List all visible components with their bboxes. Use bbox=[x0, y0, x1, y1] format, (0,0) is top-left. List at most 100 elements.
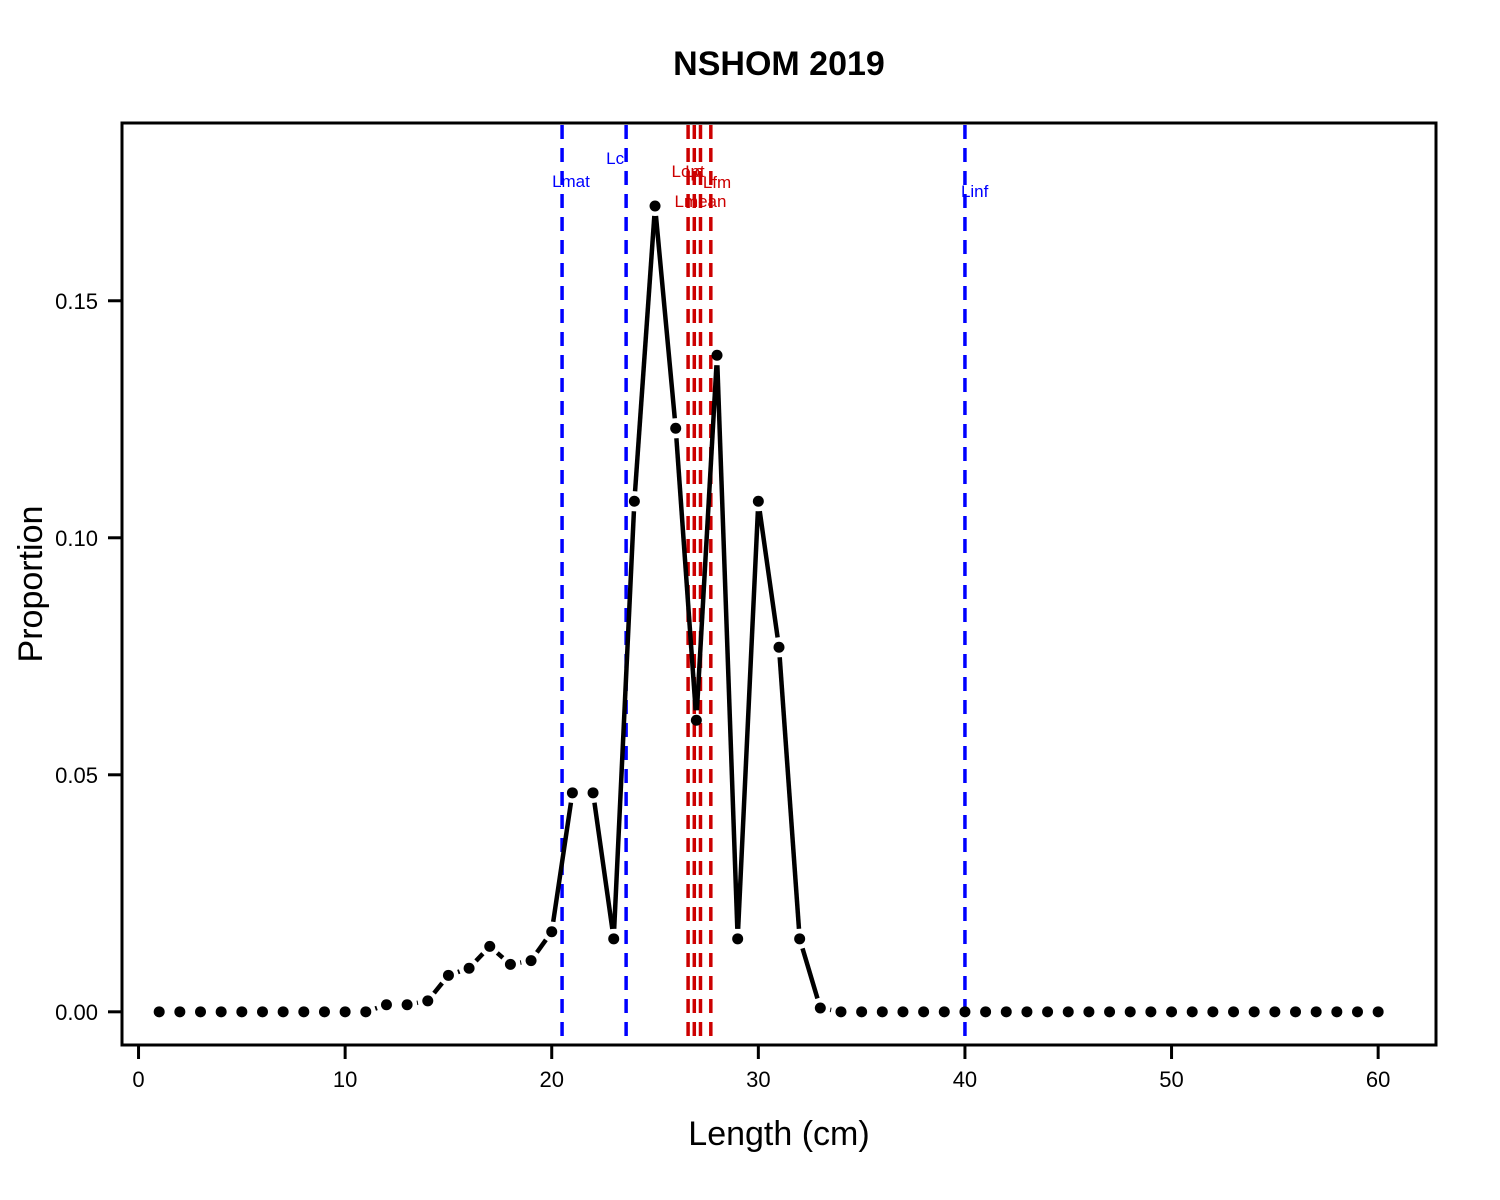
series-segment bbox=[653, 215, 678, 419]
data-point bbox=[504, 958, 516, 970]
data-point bbox=[959, 1006, 971, 1018]
series-segment bbox=[777, 657, 802, 929]
data-point bbox=[690, 714, 702, 726]
series-segment bbox=[674, 438, 698, 711]
chart-title: NSHOM 2019 bbox=[673, 45, 885, 83]
data-point bbox=[1269, 1006, 1281, 1018]
reference-line-label: Linf bbox=[961, 182, 989, 201]
data-point bbox=[711, 349, 723, 361]
data-point bbox=[1000, 1006, 1012, 1018]
data-point bbox=[463, 962, 475, 974]
data-point bbox=[649, 200, 661, 212]
data-point bbox=[174, 1006, 186, 1018]
data-point bbox=[566, 787, 578, 799]
data-point bbox=[1248, 1006, 1260, 1018]
reference-line-label: Lmat bbox=[552, 172, 590, 191]
reference-line-label: Lfm bbox=[703, 173, 731, 192]
data-point bbox=[732, 933, 744, 945]
data-point bbox=[980, 1006, 992, 1018]
data-point bbox=[773, 641, 785, 653]
series-segment bbox=[495, 951, 505, 960]
y-tick-label: 0.15 bbox=[55, 289, 98, 314]
data-point bbox=[256, 1006, 268, 1018]
series-segment bbox=[550, 802, 574, 923]
data-point bbox=[215, 1006, 227, 1018]
data-point bbox=[1124, 1006, 1136, 1018]
series-segment bbox=[374, 1005, 378, 1011]
series-segment bbox=[611, 511, 637, 929]
x-tick-label: 30 bbox=[746, 1067, 770, 1092]
data-point bbox=[1207, 1006, 1219, 1018]
data-point bbox=[1145, 1006, 1157, 1018]
data-point bbox=[608, 933, 620, 945]
data-point bbox=[401, 999, 413, 1011]
data-point bbox=[484, 940, 496, 952]
x-tick-label: 50 bbox=[1159, 1067, 1183, 1092]
y-tick-label: 0.05 bbox=[55, 763, 98, 788]
series-segment bbox=[535, 938, 548, 954]
data-point bbox=[1166, 1006, 1178, 1018]
data-point bbox=[339, 1006, 351, 1018]
reference-line-label: Lc bbox=[606, 149, 624, 168]
data-point bbox=[918, 1006, 930, 1018]
data-point bbox=[195, 1006, 207, 1018]
data-point bbox=[876, 1006, 888, 1018]
x-tick-label: 60 bbox=[1366, 1067, 1390, 1092]
data-point bbox=[1351, 1006, 1363, 1018]
data-point bbox=[1331, 1006, 1343, 1018]
series-segment bbox=[592, 802, 615, 930]
data-point bbox=[587, 787, 599, 799]
data-point bbox=[1083, 1006, 1095, 1018]
data-point bbox=[628, 495, 640, 507]
series-segment bbox=[432, 981, 444, 995]
data-point bbox=[298, 1006, 310, 1018]
data-point bbox=[1021, 1006, 1033, 1018]
data-point bbox=[752, 495, 764, 507]
data-point bbox=[1104, 1006, 1116, 1018]
data-point bbox=[1290, 1006, 1302, 1018]
data-point bbox=[360, 1006, 372, 1018]
data-series bbox=[153, 200, 1384, 1018]
data-point bbox=[422, 995, 434, 1007]
x-tick-label: 20 bbox=[539, 1067, 563, 1092]
data-point bbox=[442, 969, 454, 981]
x-axis-label: Length (cm) bbox=[688, 1115, 869, 1153]
data-point bbox=[1042, 1006, 1054, 1018]
data-point bbox=[1186, 1006, 1198, 1018]
reference-line-label: Lopt bbox=[672, 162, 705, 181]
data-point bbox=[277, 1006, 289, 1018]
series-segment bbox=[757, 510, 780, 638]
data-point bbox=[546, 926, 558, 938]
data-point bbox=[897, 1006, 909, 1018]
series-segment bbox=[735, 511, 761, 929]
data-point bbox=[380, 999, 392, 1011]
data-point bbox=[525, 955, 537, 967]
series-segment bbox=[715, 365, 740, 929]
data-point bbox=[318, 1006, 330, 1018]
series-segment bbox=[474, 952, 485, 963]
x-tick-label: 10 bbox=[333, 1067, 357, 1092]
series-segment bbox=[457, 969, 461, 975]
x-tick-label: 0 bbox=[132, 1067, 144, 1092]
plot-frame bbox=[120, 121, 1438, 1047]
data-point bbox=[670, 422, 682, 434]
y-axis: 0.00 0.05 0.10 0.15 bbox=[55, 289, 124, 1025]
data-point bbox=[794, 933, 806, 945]
data-point bbox=[153, 1006, 165, 1018]
series-segment bbox=[800, 947, 820, 1000]
data-point bbox=[1062, 1006, 1074, 1018]
reference-line-label: Lmean bbox=[674, 192, 726, 211]
data-point bbox=[1372, 1006, 1384, 1018]
y-tick-label: 0.00 bbox=[55, 1000, 98, 1025]
data-point bbox=[856, 1006, 868, 1018]
data-point bbox=[236, 1006, 248, 1018]
series-segment bbox=[632, 215, 657, 492]
y-axis-label: Proportion bbox=[12, 506, 50, 663]
series-segment bbox=[694, 365, 719, 711]
data-point bbox=[1310, 1006, 1322, 1018]
data-point bbox=[814, 1002, 826, 1014]
data-point bbox=[835, 1006, 847, 1018]
x-tick-label: 40 bbox=[953, 1067, 977, 1092]
